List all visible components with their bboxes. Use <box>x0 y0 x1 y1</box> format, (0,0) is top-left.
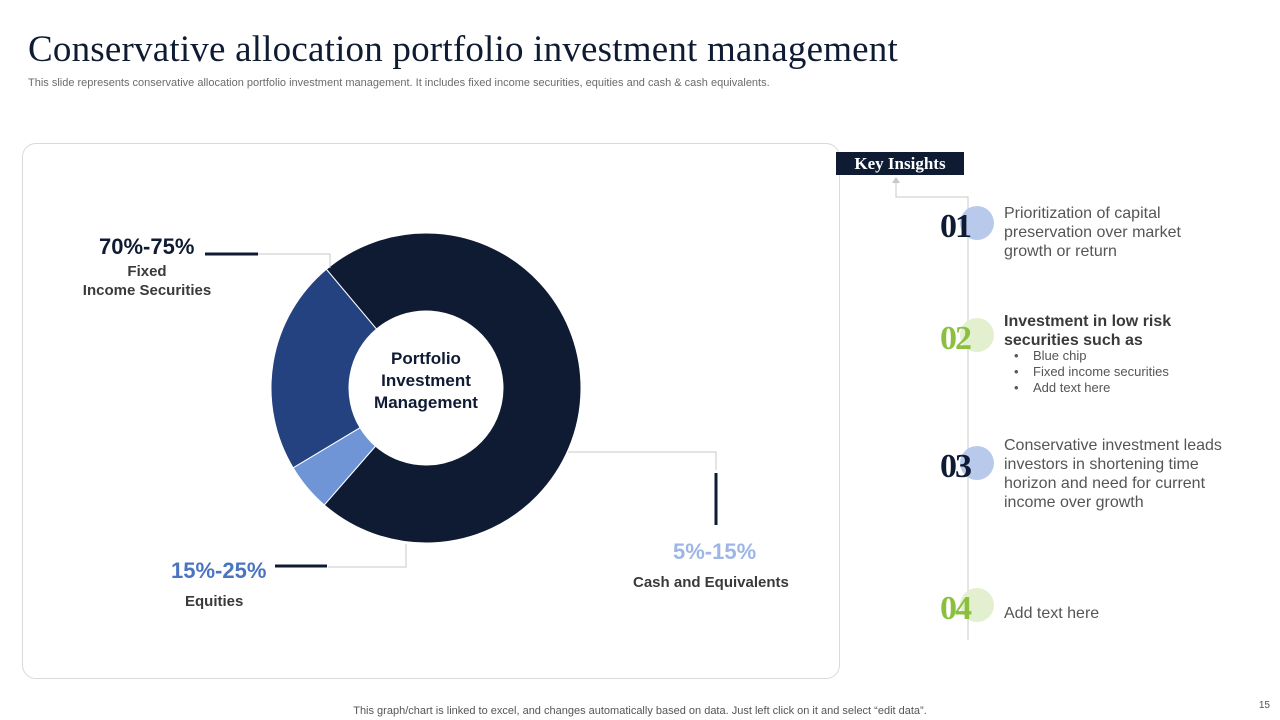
leader-fixed <box>258 253 331 268</box>
insight-number-02: 02 <box>940 318 1000 358</box>
leader-cash <box>568 451 717 470</box>
page-subtitle: This slide represents conservative alloc… <box>28 77 770 89</box>
insight-circle <box>960 588 994 622</box>
insight-circle <box>960 206 994 240</box>
insight-digits: 03 <box>940 448 972 485</box>
fixed-income-label-line2: Income Securities <box>82 282 212 299</box>
insight-number-03: 03 <box>940 446 1000 486</box>
footer-note: This graph/chart is linked to excel, and… <box>353 705 927 717</box>
insight-digits: 01 <box>940 208 972 245</box>
fixed-income-label-line1: Fixed <box>127 263 167 280</box>
insight-digits: 04 <box>940 590 972 627</box>
insights-connector <box>895 180 969 640</box>
insight-circle <box>960 318 994 352</box>
bullet-item: Fixed income securities <box>1014 364 1169 380</box>
equities-label: Equities <box>185 593 244 610</box>
donut-slice-equities[interactable] <box>270 268 378 469</box>
insight-digits: 02 <box>940 320 972 357</box>
connector-arrow <box>892 177 900 183</box>
page-title: Conservative allocation portfolio invest… <box>28 29 898 70</box>
insight-02-bullets: Blue chip Fixed income securities Add te… <box>1014 348 1169 396</box>
equities-percent: 15%-25% <box>171 558 267 583</box>
fixed-income-percent: 70%-75% <box>99 234 195 259</box>
donut-slice-fixed-income-securities[interactable] <box>323 232 582 544</box>
key-insights-heading: Key Insights <box>836 152 964 175</box>
cash-label: Cash and Equivalents <box>633 574 789 591</box>
insight-text-03: Conservative investment leads investors … <box>1004 437 1222 511</box>
fixed-income-label: Fixed Income Securities <box>62 262 232 300</box>
cash-percent: 5%-15% <box>673 539 757 564</box>
chart-card[interactable] <box>22 143 840 679</box>
leader-equities <box>328 544 407 568</box>
insight-number-01: 01 <box>940 206 1000 246</box>
insight-number-04: 04 <box>940 588 1000 628</box>
page-number: 15 <box>1258 700 1270 711</box>
insight-text-04: Add text here <box>1004 605 1100 622</box>
insight-text-02: Investment in low risk securities such a… <box>1004 313 1172 349</box>
insight-text-01: Prioritization of capital preservation o… <box>1004 205 1181 260</box>
bullet-item: Add text here <box>1014 380 1169 396</box>
insight-circle <box>960 446 994 480</box>
bullet-item: Blue chip <box>1014 348 1169 364</box>
donut-center-label: Portfolio Investment Management <box>374 349 478 412</box>
